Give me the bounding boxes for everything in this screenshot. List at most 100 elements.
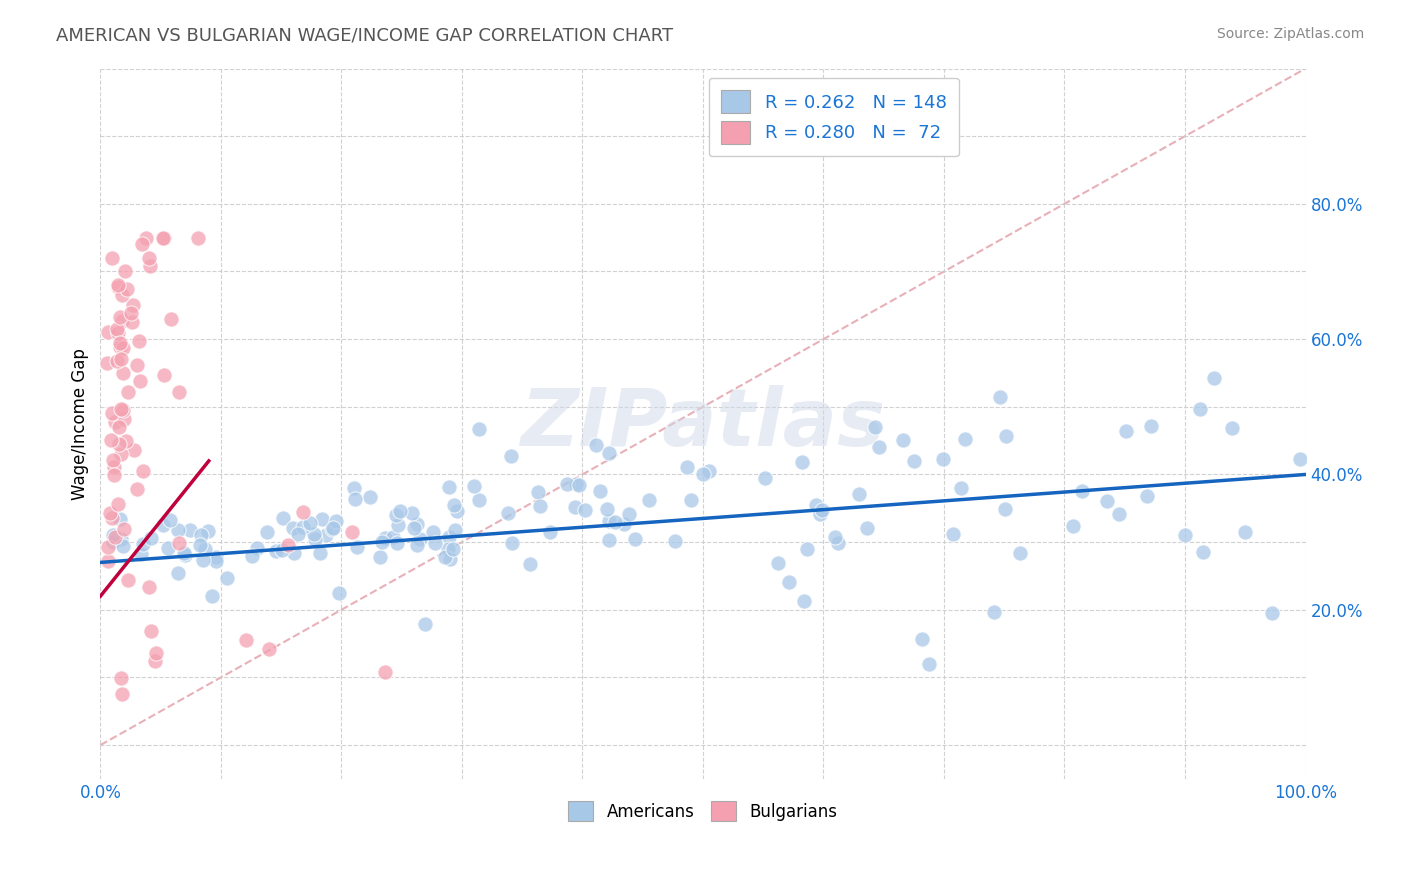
Point (160, 311, 183, 326)
Point (598, 446, 620, 460)
Point (1192, 544, 1215, 558)
Point (311, 512, 333, 526)
Point (103, 415, 125, 429)
Point (529, 499, 551, 513)
Point (344, 491, 367, 506)
Point (499, 449, 522, 463)
Point (994, 429, 1017, 443)
Point (97, 540, 120, 554)
Point (117, 573, 139, 587)
Point (152, 518, 174, 533)
Point (131, 537, 153, 551)
Point (121, 315, 143, 329)
Point (855, 521, 877, 535)
Point (292, 506, 315, 520)
Point (110, 671, 132, 685)
Point (107, 326, 129, 340)
Point (107, 497, 129, 511)
Point (191, 553, 214, 567)
Point (128, 374, 150, 388)
Point (681, 492, 703, 507)
Text: Source: ZipAtlas.com: Source: ZipAtlas.com (1216, 27, 1364, 41)
Point (778, 575, 800, 590)
Point (143, 654, 166, 668)
Point (114, 434, 136, 448)
Point (811, 503, 834, 517)
Point (132, 465, 155, 479)
Point (159, 513, 181, 527)
Point (931, 452, 953, 467)
Point (125, 482, 148, 496)
Point (664, 534, 686, 549)
Point (127, 358, 149, 372)
Point (111, 288, 134, 302)
Point (110, 447, 132, 461)
Point (328, 586, 350, 600)
Point (115, 282, 138, 296)
Point (1220, 420, 1243, 434)
Point (381, 530, 404, 544)
Point (918, 657, 941, 672)
Point (173, 548, 195, 562)
Point (405, 538, 427, 552)
Point (270, 543, 292, 558)
Point (385, 536, 408, 550)
Point (114, 264, 136, 278)
Point (101, 511, 124, 525)
Point (624, 532, 647, 546)
Point (468, 493, 491, 508)
Point (446, 504, 468, 518)
Point (97, 325, 120, 339)
Point (903, 454, 925, 468)
Point (346, 540, 368, 554)
Point (266, 544, 288, 558)
Point (564, 500, 586, 515)
Point (433, 550, 456, 565)
Point (574, 503, 596, 517)
Point (122, 298, 145, 312)
Point (308, 546, 330, 560)
Point (827, 535, 849, 549)
Point (112, 366, 135, 380)
Point (1008, 546, 1031, 560)
Point (131, 237, 153, 252)
Point (1233, 524, 1256, 539)
Point (322, 520, 344, 534)
Point (197, 524, 219, 538)
Point (1261, 606, 1284, 620)
Point (215, 571, 238, 585)
Point (287, 527, 309, 541)
Point (139, 259, 162, 273)
Point (676, 460, 699, 475)
Point (257, 641, 280, 656)
Point (360, 490, 382, 504)
Point (697, 464, 720, 478)
Point (950, 481, 973, 495)
Point (135, 230, 157, 244)
Point (96, 356, 118, 370)
Point (1062, 519, 1084, 533)
Point (423, 535, 446, 549)
Point (111, 687, 134, 701)
Point (110, 401, 132, 416)
Point (205, 549, 228, 564)
Point (405, 516, 427, 531)
Point (792, 455, 814, 469)
Text: ZIPatlas: ZIPatlas (520, 384, 886, 463)
Point (153, 368, 176, 383)
Point (1189, 402, 1212, 417)
Point (404, 521, 426, 535)
Point (167, 524, 190, 538)
Point (371, 535, 394, 549)
Point (108, 310, 131, 325)
Point (110, 314, 132, 328)
Point (325, 514, 347, 528)
Point (145, 646, 167, 660)
Point (246, 541, 269, 555)
Point (107, 280, 129, 294)
Point (138, 251, 160, 265)
Point (111, 402, 134, 417)
Point (304, 533, 326, 547)
Point (104, 530, 127, 544)
Point (568, 478, 591, 492)
